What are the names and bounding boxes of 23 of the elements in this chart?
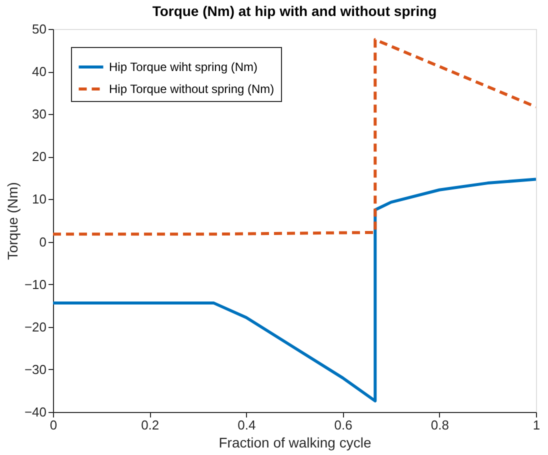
y-tick-label: 40: [32, 64, 46, 80]
y-tick-label: 10: [32, 192, 46, 207]
x-axis-title: Fraction of walking cycle: [218, 434, 372, 450]
x-tick-label: 0.4: [238, 418, 256, 432]
x-tick-label: 0.2: [141, 418, 160, 432]
x-tick-label: 0.6: [334, 418, 352, 432]
line-series: [53, 178, 536, 402]
y-tick-label: 30: [32, 106, 46, 122]
legend-label: Hip Torque without spring (Nm): [109, 82, 274, 96]
chart-title: Torque (Nm) at hip with and without spring: [152, 3, 437, 19]
y-tick-label: 50: [32, 22, 46, 36]
x-tick-label: 0.8: [430, 418, 449, 432]
y-tick-label: −10: [24, 276, 46, 292]
y-tick-label: 20: [32, 149, 46, 164]
x-tick-label: 1: [532, 418, 540, 432]
y-tick-label: −40: [24, 404, 46, 420]
legend-label: Hip Torque wiht spring (Nm): [109, 60, 258, 74]
x-tick-label: 0: [50, 418, 58, 432]
y-axis-title: Torque (Nm): [4, 182, 20, 260]
y-tick-label: 0: [39, 234, 46, 250]
y-tick-label: −30: [24, 362, 46, 377]
line-series: [53, 38, 536, 236]
y-tick-label: −20: [24, 319, 46, 334]
